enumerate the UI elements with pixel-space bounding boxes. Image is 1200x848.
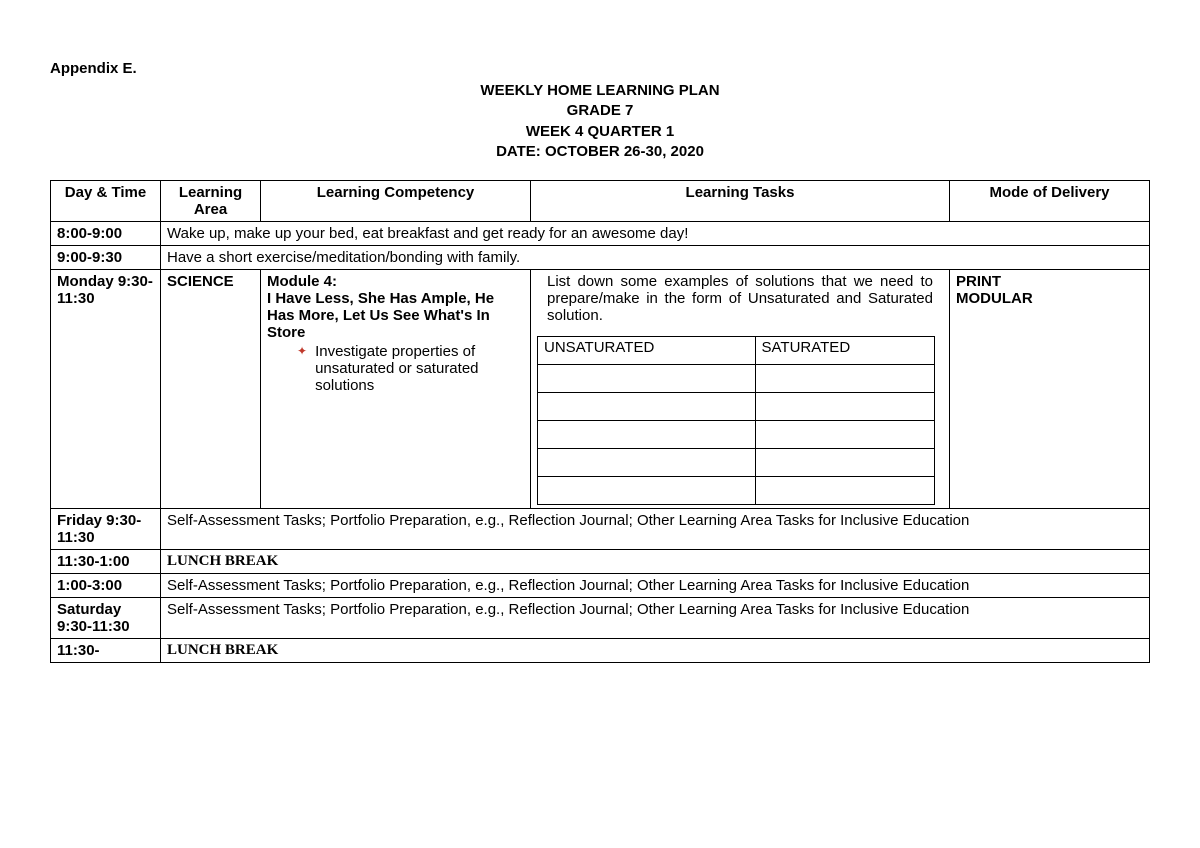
inner-cell (755, 449, 934, 477)
bullet-icon: ✦ (297, 343, 307, 360)
col-mode-of-delivery: Mode of Delivery (950, 181, 1150, 222)
cell-time: 8:00-9:00 (51, 222, 161, 246)
col-learning-competency: Learning Competency (261, 181, 531, 222)
cell-lunch-break: LUNCH BREAK (161, 639, 1150, 663)
col-learning-tasks: Learning Tasks (531, 181, 950, 222)
cell-competency: Module 4: I Have Less, She Has Ample, He… (261, 270, 531, 509)
inner-row (538, 393, 935, 421)
col-learning-area: Learning Area (161, 181, 261, 222)
cell-day: Friday 9:30-11:30 (51, 509, 161, 550)
learning-plan-table: Day & Time Learning Area Learning Compet… (50, 180, 1150, 663)
cell-activity: Self-Assessment Tasks; Portfolio Prepara… (161, 509, 1150, 550)
inner-col-unsaturated: UNSATURATED (538, 337, 756, 365)
cell-mode: PRINT MODULAR (950, 270, 1150, 509)
cell-time: 11:30- (51, 639, 161, 663)
document-header: WEEKLY HOME LEARNING PLAN GRADE 7 WEEK 4… (50, 81, 1150, 162)
cell-activity: Self-Assessment Tasks; Portfolio Prepara… (161, 598, 1150, 639)
table-row: 8:00-9:00 Wake up, make up your bed, eat… (51, 222, 1150, 246)
inner-cell (538, 449, 756, 477)
cell-time: 9:00-9:30 (51, 246, 161, 270)
cell-activity: Wake up, make up your bed, eat breakfast… (161, 222, 1150, 246)
mode-line-2: MODULAR (956, 290, 1143, 307)
cell-lunch-break: LUNCH BREAK (161, 550, 1150, 574)
table-header-row: Day & Time Learning Area Learning Compet… (51, 181, 1150, 222)
inner-cell (755, 421, 934, 449)
module-subtitle: I Have Less, She Has Ample, He Has More,… (267, 290, 524, 341)
table-row: 11:30-1:00 LUNCH BREAK (51, 550, 1150, 574)
week: WEEK 4 QUARTER 1 (50, 122, 1150, 142)
table-row: 11:30- LUNCH BREAK (51, 639, 1150, 663)
inner-cell (538, 365, 756, 393)
inner-row (538, 421, 935, 449)
inner-cell (538, 393, 756, 421)
bullet-text: Investigate properties of unsaturated or… (315, 343, 524, 394)
inner-solution-table: UNSATURATED SATURATED (537, 336, 935, 505)
col-day-time: Day & Time (51, 181, 161, 222)
inner-cell (538, 477, 756, 505)
table-row: Saturday 9:30-11:30 Self-Assessment Task… (51, 598, 1150, 639)
table-row: Friday 9:30-11:30 Self-Assessment Tasks;… (51, 509, 1150, 550)
appendix-label: Appendix E. (50, 60, 1150, 77)
cell-day: Saturday 9:30-11:30 (51, 598, 161, 639)
cell-activity: Self-Assessment Tasks; Portfolio Prepara… (161, 574, 1150, 598)
table-row: Monday 9:30-11:30 SCIENCE Module 4: I Ha… (51, 270, 1150, 509)
cell-day: Monday 9:30-11:30 (51, 270, 161, 509)
date: DATE: OCTOBER 26-30, 2020 (50, 142, 1150, 162)
inner-cell (755, 477, 934, 505)
table-row: 9:00-9:30 Have a short exercise/meditati… (51, 246, 1150, 270)
cell-time: 1:00-3:00 (51, 574, 161, 598)
inner-cell (755, 393, 934, 421)
cell-tasks: List down some examples of solutions tha… (531, 270, 950, 509)
title: WEEKLY HOME LEARNING PLAN (50, 81, 1150, 101)
inner-row (538, 365, 935, 393)
inner-row (538, 477, 935, 505)
inner-row (538, 449, 935, 477)
inner-col-saturated: SATURATED (755, 337, 934, 365)
cell-time: 11:30-1:00 (51, 550, 161, 574)
grade: GRADE 7 (50, 101, 1150, 121)
table-row: 1:00-3:00 Self-Assessment Tasks; Portfol… (51, 574, 1150, 598)
competency-bullet: ✦ Investigate properties of unsaturated … (297, 343, 524, 394)
mode-line-1: PRINT (956, 273, 1143, 290)
task-intro: List down some examples of solutions tha… (537, 273, 943, 328)
inner-cell (538, 421, 756, 449)
cell-activity: Have a short exercise/meditation/bonding… (161, 246, 1150, 270)
cell-area: SCIENCE (161, 270, 261, 509)
inner-cell (755, 365, 934, 393)
module-title: Module 4: (267, 273, 524, 290)
inner-header-row: UNSATURATED SATURATED (538, 337, 935, 365)
